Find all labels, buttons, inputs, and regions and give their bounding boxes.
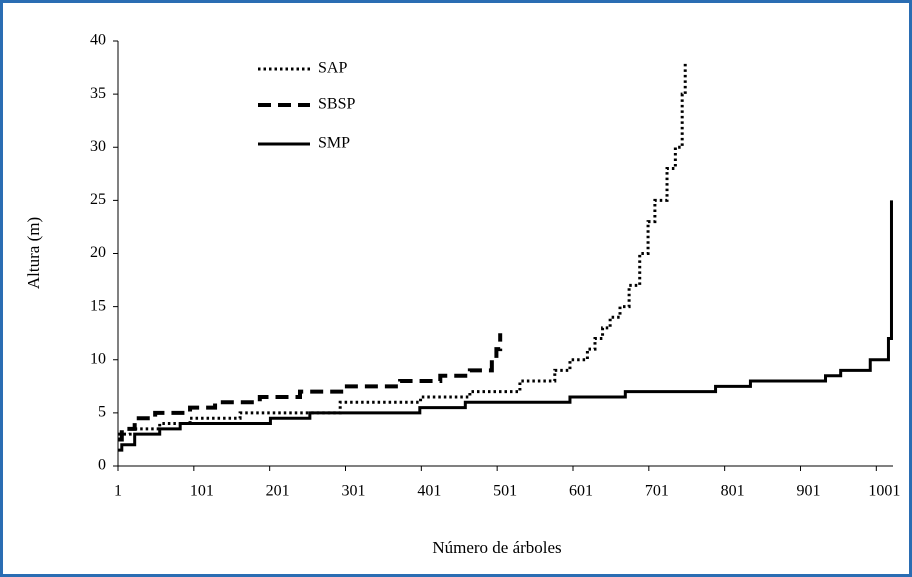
series-line bbox=[118, 200, 893, 452]
x-tick-label: 101 bbox=[190, 483, 214, 500]
series-line bbox=[118, 62, 687, 436]
legend-label: SAP bbox=[318, 60, 347, 77]
chart: Número de árboles Altura (m) 0 5 10 15 20 25 3… bbox=[24, 32, 900, 557]
legend-label: SMP bbox=[318, 135, 350, 152]
y-tick-label: 5 bbox=[98, 404, 106, 421]
y-tick-label: 15 bbox=[90, 297, 106, 314]
x-tick-label: 501 bbox=[493, 483, 517, 500]
y-tick-label: 35 bbox=[90, 85, 106, 102]
y-tick-label: 0 bbox=[98, 457, 106, 474]
series-line bbox=[118, 333, 503, 442]
x-tick-label: 1001 bbox=[868, 483, 900, 500]
x-tick-label: 1 bbox=[114, 483, 122, 500]
y-tick-label: 30 bbox=[90, 138, 106, 155]
y-tick-label: 20 bbox=[90, 244, 106, 261]
x-tick-label: 401 bbox=[417, 483, 441, 500]
x-tick-label: 901 bbox=[796, 483, 820, 500]
x-tick-label: 701 bbox=[645, 483, 669, 500]
x-tick-label: 201 bbox=[266, 483, 290, 500]
x-tick-label: 601 bbox=[569, 483, 593, 500]
y-axis-title: Altura (m) bbox=[24, 217, 43, 289]
y-tick-label: 25 bbox=[90, 191, 106, 208]
y-tick-label: 40 bbox=[90, 32, 106, 49]
x-tick-label: 301 bbox=[341, 483, 365, 500]
y-tick-label: 10 bbox=[90, 350, 106, 367]
legend-label: SBSP bbox=[318, 96, 355, 113]
x-axis-title: Número de árboles bbox=[432, 538, 561, 557]
x-tick-label: 801 bbox=[721, 483, 745, 500]
